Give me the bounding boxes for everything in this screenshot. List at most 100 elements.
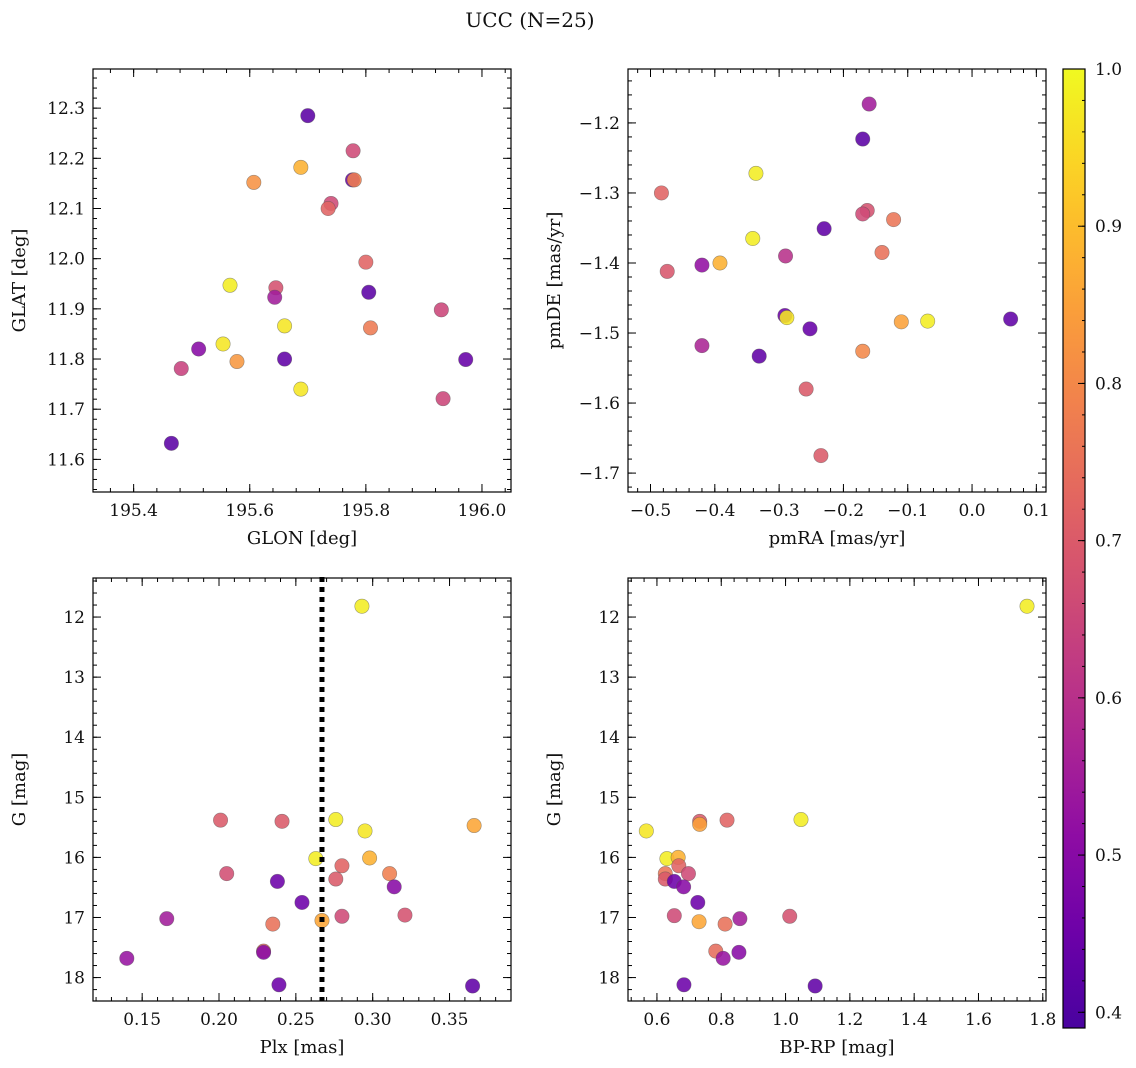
y-tick-label: −1.5 [579, 324, 620, 344]
data-point [676, 977, 692, 993]
data-point [328, 871, 344, 887]
x-tick-label: 0.25 [277, 1010, 315, 1030]
data-point [748, 165, 764, 181]
data-point [779, 310, 795, 326]
data-point [219, 866, 235, 882]
x-tick-label: 195.8 [342, 501, 391, 521]
x-axis-label: BP-RP [mag] [779, 1037, 894, 1058]
y-tick-label: 17 [63, 908, 85, 928]
data-point [346, 172, 362, 188]
colorbar-tick-label: 0.5 [1095, 846, 1122, 866]
data-point [886, 212, 902, 228]
colorbar-tick-label: 0.6 [1095, 689, 1122, 709]
data-point [666, 908, 682, 924]
x-tick-label: 0.15 [123, 1010, 161, 1030]
data-point [357, 823, 373, 839]
data-point [277, 318, 293, 334]
data-point [265, 916, 281, 932]
y-tick-label: 12.0 [47, 250, 85, 270]
data-point [386, 879, 402, 895]
data-point [215, 336, 231, 352]
data-point [694, 257, 710, 273]
data-point [855, 206, 871, 222]
data-point [458, 352, 474, 368]
y-axis-label: GLAT [deg] [9, 229, 30, 333]
y-tick-label: 12 [598, 608, 620, 628]
x-axis-label: pmRA [mas/yr] [769, 528, 906, 549]
data-point [334, 908, 350, 924]
x-tick-label: 0.1 [1023, 501, 1050, 521]
data-point [433, 302, 449, 318]
y-tick-label: 11.9 [47, 300, 85, 320]
data-point [782, 908, 798, 924]
data-point [802, 321, 818, 337]
y-tick-label: 15 [63, 788, 85, 808]
y-tick-label: −1.4 [579, 254, 620, 274]
x-tick-label: 0.6 [643, 1010, 670, 1030]
data-point [465, 978, 481, 994]
x-tick-label: 195.4 [109, 501, 158, 521]
data-point [361, 284, 377, 300]
colorbar-tick-label: 0.7 [1095, 532, 1122, 552]
data-point [334, 858, 350, 874]
data-point [382, 866, 398, 882]
x-tick-label: 195.6 [225, 501, 274, 521]
data-point [638, 823, 654, 839]
data-point [745, 230, 761, 246]
data-point [816, 221, 832, 237]
x-tick-label: 0.20 [200, 1010, 238, 1030]
x-tick-label: 0.0 [959, 501, 986, 521]
y-tick-label: 15 [598, 788, 620, 808]
y-tick-label: 12.1 [47, 199, 85, 219]
data-point [363, 320, 379, 336]
y-tick-label: 18 [598, 969, 620, 989]
axes-frame [627, 68, 1047, 493]
data-point [435, 391, 451, 407]
data-point [798, 381, 814, 397]
panel-2: −0.5 −0.4 −0.3 −0.2 −0.1 0.0 0.1 −1.2 −1.3 −1.4 −1… [544, 68, 1050, 549]
data-point [691, 914, 707, 930]
data-point [293, 159, 309, 175]
y-tick-label: 11.7 [47, 400, 85, 420]
data-point [807, 978, 823, 994]
data-point [659, 263, 675, 279]
x-tick-label: 1.6 [965, 1010, 992, 1030]
y-tick-label: 12.2 [47, 149, 85, 169]
y-axis-label: G [mag] [9, 753, 30, 826]
y-tick-label: 13 [598, 668, 620, 688]
data-point [267, 289, 283, 305]
x-tick-label: 0.35 [431, 1010, 469, 1030]
data-point [653, 185, 669, 201]
data-point [778, 248, 794, 264]
axes-frame [92, 68, 512, 493]
data-point [731, 944, 747, 960]
data-point [861, 96, 877, 112]
data-point [320, 200, 336, 216]
data-point [345, 143, 361, 159]
x-tick-label: 1.8 [1029, 1010, 1056, 1030]
y-tick-label: −1.2 [579, 114, 620, 134]
panel-4: 0.6 0.8 1.0 1.2 1.4 1.6 1.8 12 13 14 15 16 17 18 BP-RP… [544, 577, 1056, 1058]
figure-title: UCC (N=25) [465, 8, 594, 32]
data-point [163, 435, 179, 451]
data-point [358, 254, 374, 270]
y-axis-label: G [mag] [544, 753, 565, 826]
data-point [719, 812, 735, 828]
data-point [694, 338, 710, 354]
x-tick-label: −0.4 [694, 501, 735, 521]
axes-frame [92, 577, 512, 1002]
data-point [466, 818, 482, 834]
data-point [793, 812, 809, 828]
panels: 195.4 195.6 195.8 196.0 11.6 11.7 11.8 11.9 12.0… [9, 68, 1056, 1058]
y-tick-label: 12 [63, 608, 85, 628]
data-point [893, 314, 909, 330]
data-point [274, 813, 290, 829]
data-point [159, 911, 175, 927]
x-tick-label: −0.5 [630, 501, 671, 521]
colorbar: 0.4 0.5 0.6 0.7 0.8 0.9 1.0 [1062, 60, 1122, 1029]
data-point [213, 812, 229, 828]
panel-1: 195.4 195.6 195.8 196.0 11.6 11.7 11.8 11.9 12.0… [9, 68, 512, 549]
data-point [1003, 311, 1019, 327]
data-point [271, 977, 287, 993]
